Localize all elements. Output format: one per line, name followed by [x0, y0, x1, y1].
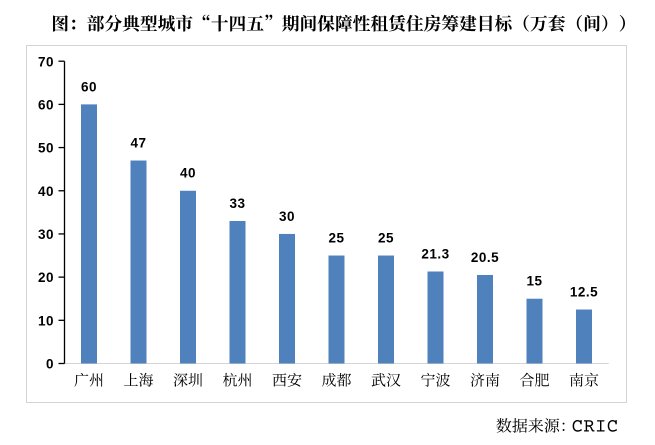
svg-text:25: 25	[378, 230, 394, 245]
svg-text:33: 33	[229, 196, 245, 211]
svg-text:25: 25	[328, 230, 344, 245]
svg-text:60: 60	[81, 79, 97, 94]
svg-text:15: 15	[526, 274, 542, 289]
svg-text:30: 30	[38, 227, 54, 242]
svg-text:70: 70	[38, 54, 54, 69]
svg-text:40: 40	[180, 166, 196, 181]
svg-text:30: 30	[279, 209, 295, 224]
svg-text:50: 50	[38, 141, 54, 156]
svg-text:12.5: 12.5	[570, 284, 598, 299]
svg-text:20: 20	[38, 270, 54, 285]
svg-text:10: 10	[38, 313, 54, 328]
svg-text:21.3: 21.3	[421, 246, 449, 261]
svg-text:20.5: 20.5	[471, 250, 499, 265]
svg-text:40: 40	[38, 184, 54, 199]
svg-text:0: 0	[46, 357, 54, 372]
svg-text:47: 47	[130, 135, 146, 150]
svg-text:60: 60	[38, 97, 54, 112]
